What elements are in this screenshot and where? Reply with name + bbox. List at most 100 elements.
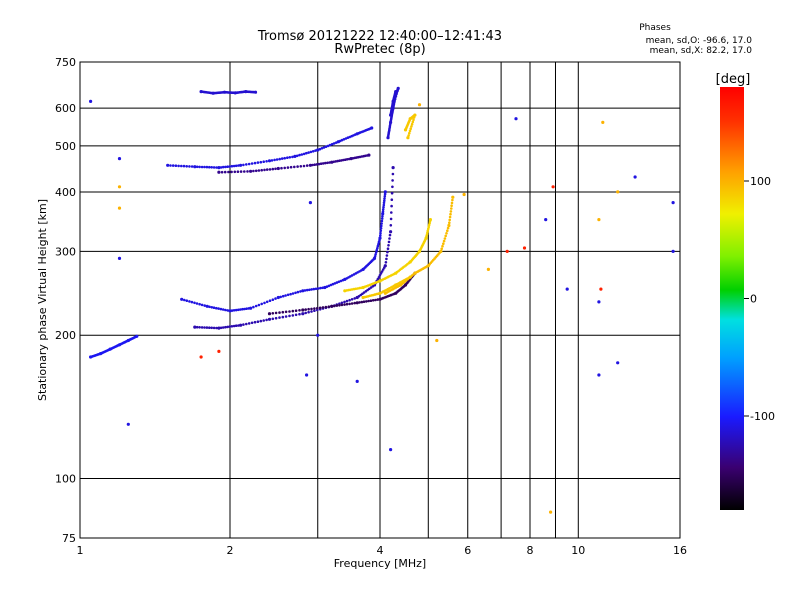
data-point bbox=[198, 326, 201, 329]
data-point bbox=[212, 166, 216, 169]
data-point bbox=[385, 257, 388, 261]
data-point bbox=[239, 163, 243, 167]
data-point bbox=[166, 163, 170, 167]
data-point bbox=[451, 195, 455, 199]
data-point bbox=[243, 170, 246, 173]
data-point bbox=[224, 165, 227, 169]
data-point bbox=[383, 199, 386, 202]
data-point bbox=[378, 274, 382, 277]
data-point bbox=[382, 201, 386, 205]
data-point bbox=[221, 165, 225, 169]
data-point bbox=[274, 316, 278, 320]
data-point bbox=[599, 287, 603, 291]
y-tick-label: 400 bbox=[55, 186, 76, 199]
data-point bbox=[369, 299, 373, 303]
x-tick-label: 10 bbox=[571, 544, 585, 557]
data-point bbox=[389, 217, 393, 221]
data-point bbox=[190, 300, 194, 304]
phase-stats-title: Phases bbox=[639, 23, 671, 33]
data-point bbox=[224, 308, 227, 312]
data-point bbox=[330, 142, 334, 146]
data-point bbox=[301, 312, 305, 316]
data-point bbox=[381, 208, 385, 211]
data-point bbox=[313, 309, 316, 313]
data-point bbox=[390, 191, 394, 195]
y-axis-label: Stationary phase Virtual Height [km] bbox=[36, 199, 49, 401]
data-point bbox=[565, 287, 569, 291]
data-point bbox=[275, 158, 279, 161]
data-point bbox=[379, 231, 382, 235]
data-point bbox=[259, 160, 263, 164]
data-point bbox=[331, 282, 335, 286]
data-point bbox=[294, 291, 297, 295]
data-point bbox=[284, 294, 287, 297]
data-point bbox=[267, 159, 272, 163]
data-point bbox=[316, 308, 319, 312]
data-point bbox=[365, 300, 368, 303]
data-point bbox=[224, 325, 227, 329]
data-point bbox=[299, 165, 303, 168]
data-point bbox=[345, 302, 349, 306]
data-points bbox=[89, 86, 675, 514]
data-point bbox=[305, 373, 309, 377]
data-point bbox=[382, 205, 385, 209]
data-point bbox=[286, 293, 290, 297]
data-point bbox=[263, 301, 266, 305]
data-point bbox=[230, 309, 234, 312]
data-point bbox=[246, 170, 249, 173]
data-point bbox=[382, 203, 386, 207]
data-point bbox=[333, 304, 336, 308]
data-point bbox=[384, 261, 388, 264]
data-point bbox=[389, 230, 393, 234]
data-point bbox=[230, 325, 234, 328]
data-point bbox=[441, 244, 444, 248]
data-point bbox=[279, 295, 283, 299]
data-point bbox=[254, 169, 258, 173]
data-point bbox=[337, 280, 341, 284]
x-tick-label: 2 bbox=[227, 544, 234, 557]
data-point bbox=[288, 156, 292, 159]
data-point bbox=[333, 282, 337, 285]
data-point bbox=[330, 304, 334, 308]
data-point bbox=[340, 301, 344, 305]
data-point bbox=[226, 325, 229, 329]
data-point bbox=[195, 325, 199, 329]
data-point bbox=[376, 247, 379, 250]
data-point bbox=[343, 300, 346, 304]
data-point bbox=[409, 127, 413, 130]
data-point bbox=[307, 151, 310, 154]
data-point bbox=[227, 170, 230, 174]
data-point bbox=[296, 290, 300, 294]
colorbar-label: [deg] bbox=[716, 72, 751, 87]
data-point bbox=[381, 212, 385, 216]
data-point bbox=[326, 144, 330, 148]
data-point bbox=[391, 166, 395, 170]
data-point bbox=[355, 379, 359, 383]
data-point bbox=[117, 256, 122, 260]
data-point bbox=[447, 223, 451, 228]
data-point bbox=[294, 313, 298, 317]
data-point bbox=[200, 303, 204, 307]
data-point bbox=[440, 247, 444, 251]
data-point bbox=[544, 218, 548, 222]
data-point bbox=[210, 326, 213, 330]
data-point bbox=[360, 300, 364, 304]
data-point bbox=[284, 310, 288, 314]
data-point bbox=[329, 283, 333, 287]
data-point bbox=[357, 295, 361, 298]
data-point bbox=[355, 301, 359, 305]
data-point bbox=[597, 218, 601, 222]
data-point bbox=[318, 306, 322, 310]
data-point bbox=[267, 312, 272, 316]
phase-stats-o: mean, sd,O: -96.6, 17.0 bbox=[646, 36, 753, 46]
data-point bbox=[260, 302, 264, 306]
data-point bbox=[379, 227, 383, 230]
data-point bbox=[322, 146, 326, 149]
data-point bbox=[273, 158, 276, 162]
data-point bbox=[311, 150, 315, 153]
data-point bbox=[439, 249, 443, 253]
data-point bbox=[380, 222, 383, 225]
data-point bbox=[389, 224, 393, 227]
data-point bbox=[267, 317, 272, 321]
data-point bbox=[259, 319, 263, 323]
